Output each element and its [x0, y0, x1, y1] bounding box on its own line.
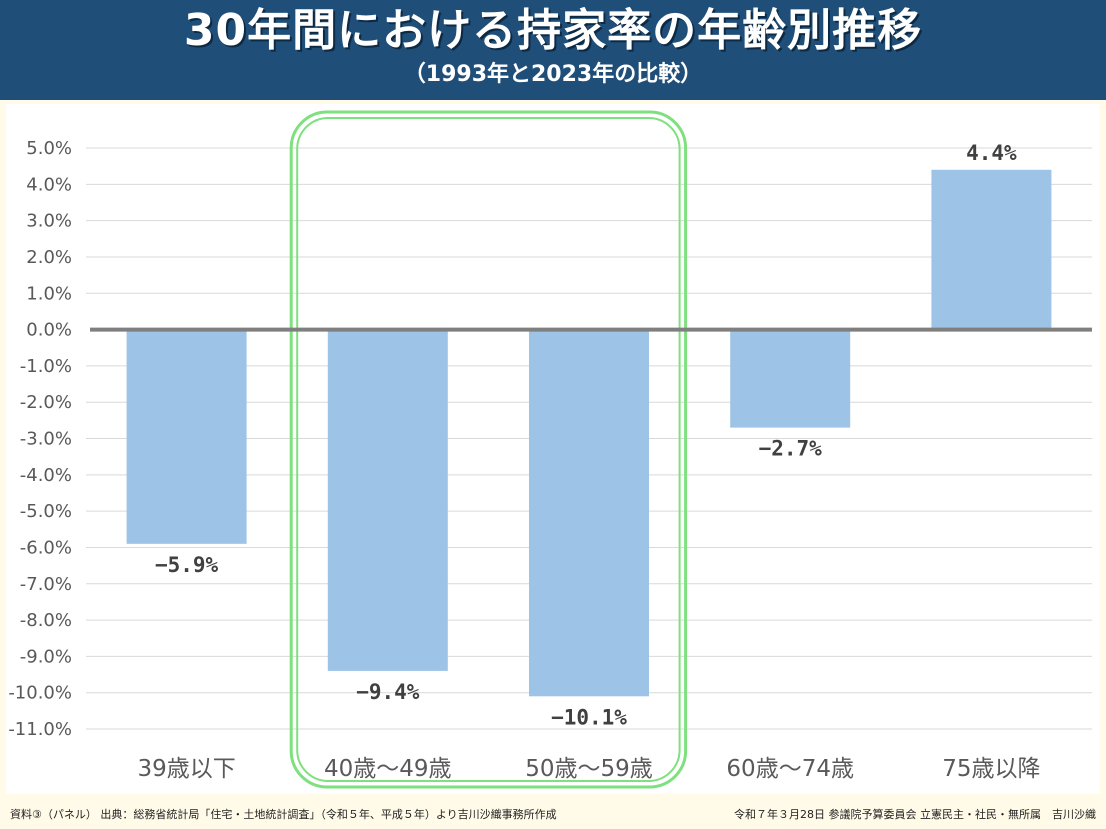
bar	[327, 329, 448, 671]
y-tick-label: -1.0%	[20, 356, 72, 377]
y-tick-label: -4.0%	[20, 465, 72, 486]
y-tick-label: -7.0%	[20, 574, 72, 595]
data-label: −5.9%	[155, 553, 219, 577]
x-tick-label: 60歳～74歳	[726, 756, 854, 782]
y-tick-label: 5.0%	[26, 138, 72, 159]
bar	[126, 329, 247, 544]
y-tick-label: -10.0%	[8, 683, 72, 704]
y-tick-label: 4.0%	[26, 174, 72, 195]
y-tick-label: -2.0%	[20, 392, 72, 413]
data-label: −9.4%	[356, 680, 420, 704]
x-tick-label: 50歳～59歳	[525, 756, 653, 782]
x-tick-label: 40歳～49歳	[324, 756, 452, 782]
y-tick-label: 0.0%	[26, 320, 72, 341]
y-tick-label: 3.0%	[26, 211, 72, 232]
x-tick-label: 39歳以下	[137, 756, 235, 782]
y-tick-label: 1.0%	[26, 283, 72, 304]
data-label: 4.4%	[966, 141, 1017, 165]
bar	[931, 169, 1052, 330]
source-note: 資料③（パネル） 出典：総務省統計局「住宅・土地統計調査」（令和５年、平成５年）…	[10, 808, 557, 821]
y-tick-label: -8.0%	[20, 610, 72, 631]
chart-panel: 5.0% 4.0% 3.0% 2.0% 1.0% 0.0% -1.0% -2.0% -3.0% -…	[6, 104, 1100, 794]
y-tick-label: -5.0%	[20, 501, 72, 522]
page-subtitle: （1993年と2023年の比較）	[403, 62, 703, 87]
y-tick-label: 2.0%	[26, 247, 72, 268]
page-title: 30年間における持家率の年齢別推移	[183, 5, 923, 56]
y-tick-label: -6.0%	[20, 537, 72, 558]
y-tick-label: -11.0%	[8, 719, 72, 740]
bar	[730, 329, 851, 428]
highlight-frame-inner	[296, 117, 681, 782]
bar-chart: 5.0% 4.0% 3.0% 2.0% 1.0% 0.0% -1.0% -2.0% -3.0% -…	[8, 110, 1092, 789]
data-label: −2.7%	[759, 437, 823, 461]
title-banner: 30年間における持家率の年齢別推移 （1993年と2023年の比較）	[0, 0, 1106, 100]
y-tick-label: -9.0%	[20, 646, 72, 667]
bar	[529, 329, 649, 697]
y-tick-label: -3.0%	[20, 429, 72, 450]
data-label: −10.1%	[551, 705, 627, 729]
x-tick-label: 75歳以降	[942, 756, 1040, 782]
highlight-frame-outer	[289, 110, 688, 789]
credit-note: 令和７年３月28日 参議院予算委員会 立憲民主・社民・無所属 吉川沙織	[734, 808, 1096, 821]
